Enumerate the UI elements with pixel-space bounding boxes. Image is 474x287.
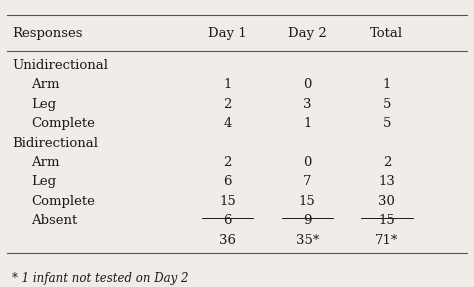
Text: Complete: Complete [31, 195, 95, 208]
Text: Bidirectional: Bidirectional [12, 137, 98, 150]
Text: 7: 7 [303, 175, 311, 189]
Text: 5: 5 [383, 117, 391, 130]
Text: Arm: Arm [31, 78, 59, 91]
Text: Total: Total [370, 27, 403, 40]
Text: 15: 15 [219, 195, 236, 208]
Text: 30: 30 [378, 195, 395, 208]
Text: Responses: Responses [12, 27, 82, 40]
Text: 5: 5 [383, 98, 391, 110]
Text: Absent: Absent [31, 214, 77, 227]
Text: * 1 infant not tested on Day 2: * 1 infant not tested on Day 2 [12, 272, 189, 285]
Text: 13: 13 [378, 175, 395, 189]
Text: 15: 15 [379, 214, 395, 227]
Text: 1: 1 [303, 117, 311, 130]
Text: 15: 15 [299, 195, 316, 208]
Text: 36: 36 [219, 234, 236, 247]
Text: 71*: 71* [375, 234, 399, 247]
Text: 2: 2 [383, 156, 391, 169]
Text: 0: 0 [303, 156, 311, 169]
Text: Day 1: Day 1 [208, 27, 247, 40]
Text: 1: 1 [223, 78, 232, 91]
Text: 2: 2 [223, 98, 232, 110]
Text: 0: 0 [303, 78, 311, 91]
Text: 4: 4 [223, 117, 232, 130]
Text: 6: 6 [223, 214, 232, 227]
Text: 35*: 35* [296, 234, 319, 247]
Text: 1: 1 [383, 78, 391, 91]
Text: 9: 9 [303, 214, 311, 227]
Text: 3: 3 [303, 98, 311, 110]
Text: Complete: Complete [31, 117, 95, 130]
Text: Day 2: Day 2 [288, 27, 327, 40]
Text: 6: 6 [223, 175, 232, 189]
Text: 2: 2 [223, 156, 232, 169]
Text: Arm: Arm [31, 156, 59, 169]
Text: Leg: Leg [31, 98, 56, 110]
Text: Leg: Leg [31, 175, 56, 189]
Text: Unidirectional: Unidirectional [12, 59, 108, 72]
